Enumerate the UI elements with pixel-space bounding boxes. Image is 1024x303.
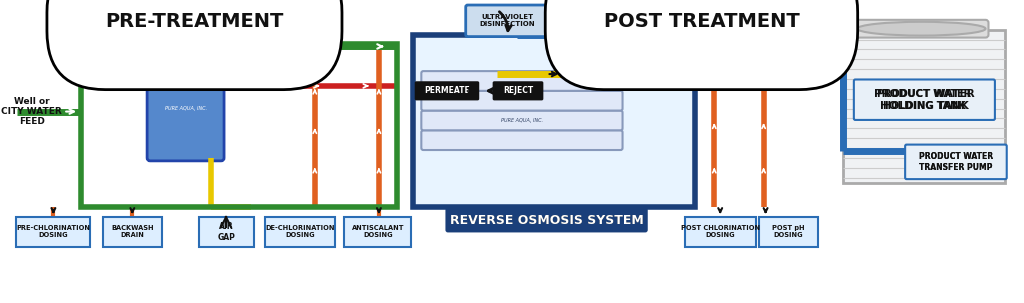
Text: PRE-CHLORINATION
DOSING: PRE-CHLORINATION DOSING	[16, 225, 90, 238]
Text: POST TREATMENT: POST TREATMENT	[626, 16, 777, 34]
FancyBboxPatch shape	[421, 91, 623, 111]
Bar	[843, 30, 1006, 183]
Text: Well or
CITY WATER
FEED: Well or CITY WATER FEED	[1, 97, 62, 126]
Text: REJECT: REJECT	[503, 86, 534, 95]
Text: AIR
GAP: AIR GAP	[217, 222, 236, 241]
Bar	[265, 217, 335, 247]
Text: REVERSE OSMOSIS SYSTEM: REVERSE OSMOSIS SYSTEM	[450, 214, 643, 227]
Ellipse shape	[857, 22, 985, 35]
Bar	[414, 35, 694, 207]
FancyBboxPatch shape	[854, 20, 988, 38]
Text: ANTISCALANT
DOSING: ANTISCALANT DOSING	[351, 225, 404, 238]
Text: POST TREATMENT: POST TREATMENT	[618, 16, 785, 34]
Text: POST CHLORINATION
DOSING: POST CHLORINATION DOSING	[681, 225, 760, 238]
FancyBboxPatch shape	[905, 145, 1007, 179]
Text: VENT TO
ATMOSPHERE: VENT TO ATMOSPHERE	[151, 51, 193, 62]
Bar	[344, 217, 412, 247]
Bar	[102, 217, 162, 247]
Bar	[16, 217, 90, 247]
Text: PURE AQUA, INC.: PURE AQUA, INC.	[501, 118, 543, 123]
Bar	[81, 45, 396, 207]
Text: BACKWASH
DRAIN: BACKWASH DRAIN	[111, 225, 154, 238]
Text: DE-CHLORINATION
DOSING: DE-CHLORINATION DOSING	[265, 225, 335, 238]
Text: PURE AQUA, INC.: PURE AQUA, INC.	[165, 106, 207, 111]
Text: PRODUCT WATER
HOLDING TANK: PRODUCT WATER HOLDING TANK	[874, 89, 975, 111]
Text: PRE-TREATMENT: PRE-TREATMENT	[124, 16, 265, 34]
Text: PRE-TREATMENT: PRE-TREATMENT	[105, 15, 284, 34]
Text: POST pH
DOSING: POST pH DOSING	[772, 225, 805, 238]
FancyBboxPatch shape	[416, 82, 478, 100]
FancyBboxPatch shape	[80, 8, 309, 41]
FancyBboxPatch shape	[494, 82, 543, 100]
Text: PRE-TREATMENT: PRE-TREATMENT	[105, 12, 284, 31]
FancyBboxPatch shape	[421, 111, 623, 130]
Text: PRESSURE
RELIEF DRAIN: PRESSURE RELIEF DRAIN	[214, 51, 257, 62]
Bar	[685, 217, 756, 247]
Text: PERMEATE: PERMEATE	[424, 86, 470, 95]
Text: PRODUCT WATER
TRANSFER PUMP: PRODUCT WATER TRANSFER PUMP	[919, 152, 993, 171]
Text: REVERSE OSMOSIS SYSTEM: REVERSE OSMOSIS SYSTEM	[450, 214, 643, 227]
Text: ULTRAVIOLET
DISINFECTION: ULTRAVIOLET DISINFECTION	[479, 14, 535, 27]
FancyBboxPatch shape	[466, 5, 549, 37]
Text: PRODUCT WATER
TRANSFER PUMP: PRODUCT WATER TRANSFER PUMP	[919, 152, 993, 171]
FancyBboxPatch shape	[148, 49, 223, 71]
FancyBboxPatch shape	[595, 8, 809, 41]
FancyBboxPatch shape	[854, 79, 995, 120]
Bar	[759, 217, 818, 247]
Text: PRODUCT WATER
HOLDING TANK: PRODUCT WATER HOLDING TANK	[878, 89, 972, 111]
FancyBboxPatch shape	[147, 52, 224, 161]
Bar	[200, 217, 254, 247]
FancyBboxPatch shape	[446, 209, 647, 231]
FancyBboxPatch shape	[421, 130, 623, 150]
FancyBboxPatch shape	[421, 71, 623, 91]
Text: POST TREATMENT: POST TREATMENT	[603, 12, 800, 31]
